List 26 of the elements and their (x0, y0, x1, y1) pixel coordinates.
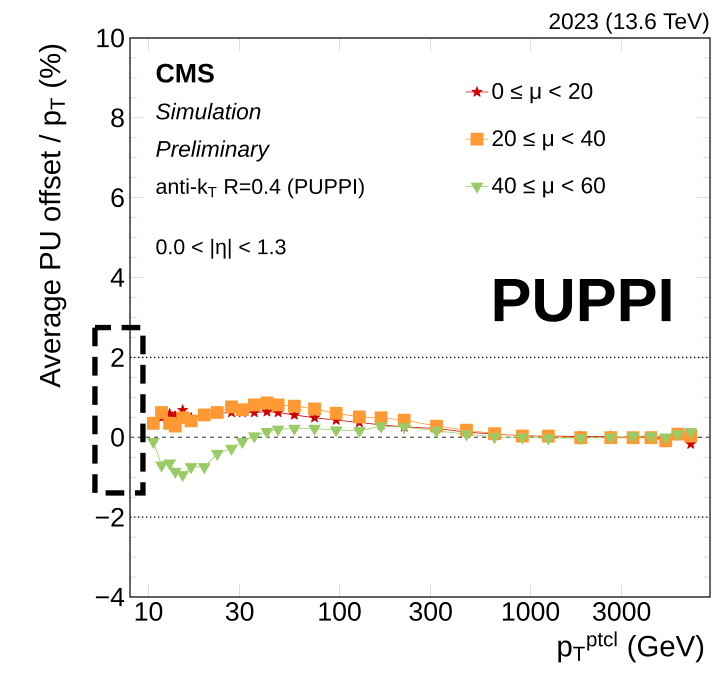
y-tick-label: 4 (110, 268, 124, 287)
y-tick-label: −2 (96, 508, 124, 526)
x-tick-label: 1000 (502, 602, 560, 621)
y-tick-label: 10 (97, 28, 124, 48)
y-tick-label: 8 (111, 108, 124, 128)
y-tick-label: −4 (96, 588, 124, 606)
annotation: Simulation (156, 102, 260, 120)
y-tick-label: 6 (111, 188, 124, 208)
annotation: CMS (156, 64, 214, 83)
annotation: 0.0 < |η| < 1.3 (156, 238, 286, 259)
x-tick-label: 30 (226, 602, 254, 621)
legend-label: 20 ≤ μ < 40 (492, 130, 605, 150)
annotation: anti-k$_{T}$ R=0.4 (PUPPI) (156, 178, 364, 198)
x-tick-label: 100 (319, 602, 361, 621)
legend-label: 0 ≤ μ < 20 (492, 83, 592, 104)
chart-title: 2023 (13.6 TeV) (550, 12, 708, 34)
annotation: PUPPI (494, 278, 671, 322)
y-axis-title: Average PU offset / p$_{T}$ (%) (38, 44, 66, 388)
x-tick-label: 3000 (593, 602, 650, 621)
x-tick-label: 300 (409, 602, 452, 621)
y-tick-label: 0 (111, 428, 124, 447)
y-tick-label: 2 (111, 348, 124, 367)
legend-label: 40 ≤ μ < 60 (492, 177, 605, 198)
x-axis-title: p$_{T}$$^{ptcl}$ (GeV) (558, 631, 704, 662)
x-tick-label: 10 (136, 602, 162, 621)
annotation: Preliminary (156, 140, 270, 162)
